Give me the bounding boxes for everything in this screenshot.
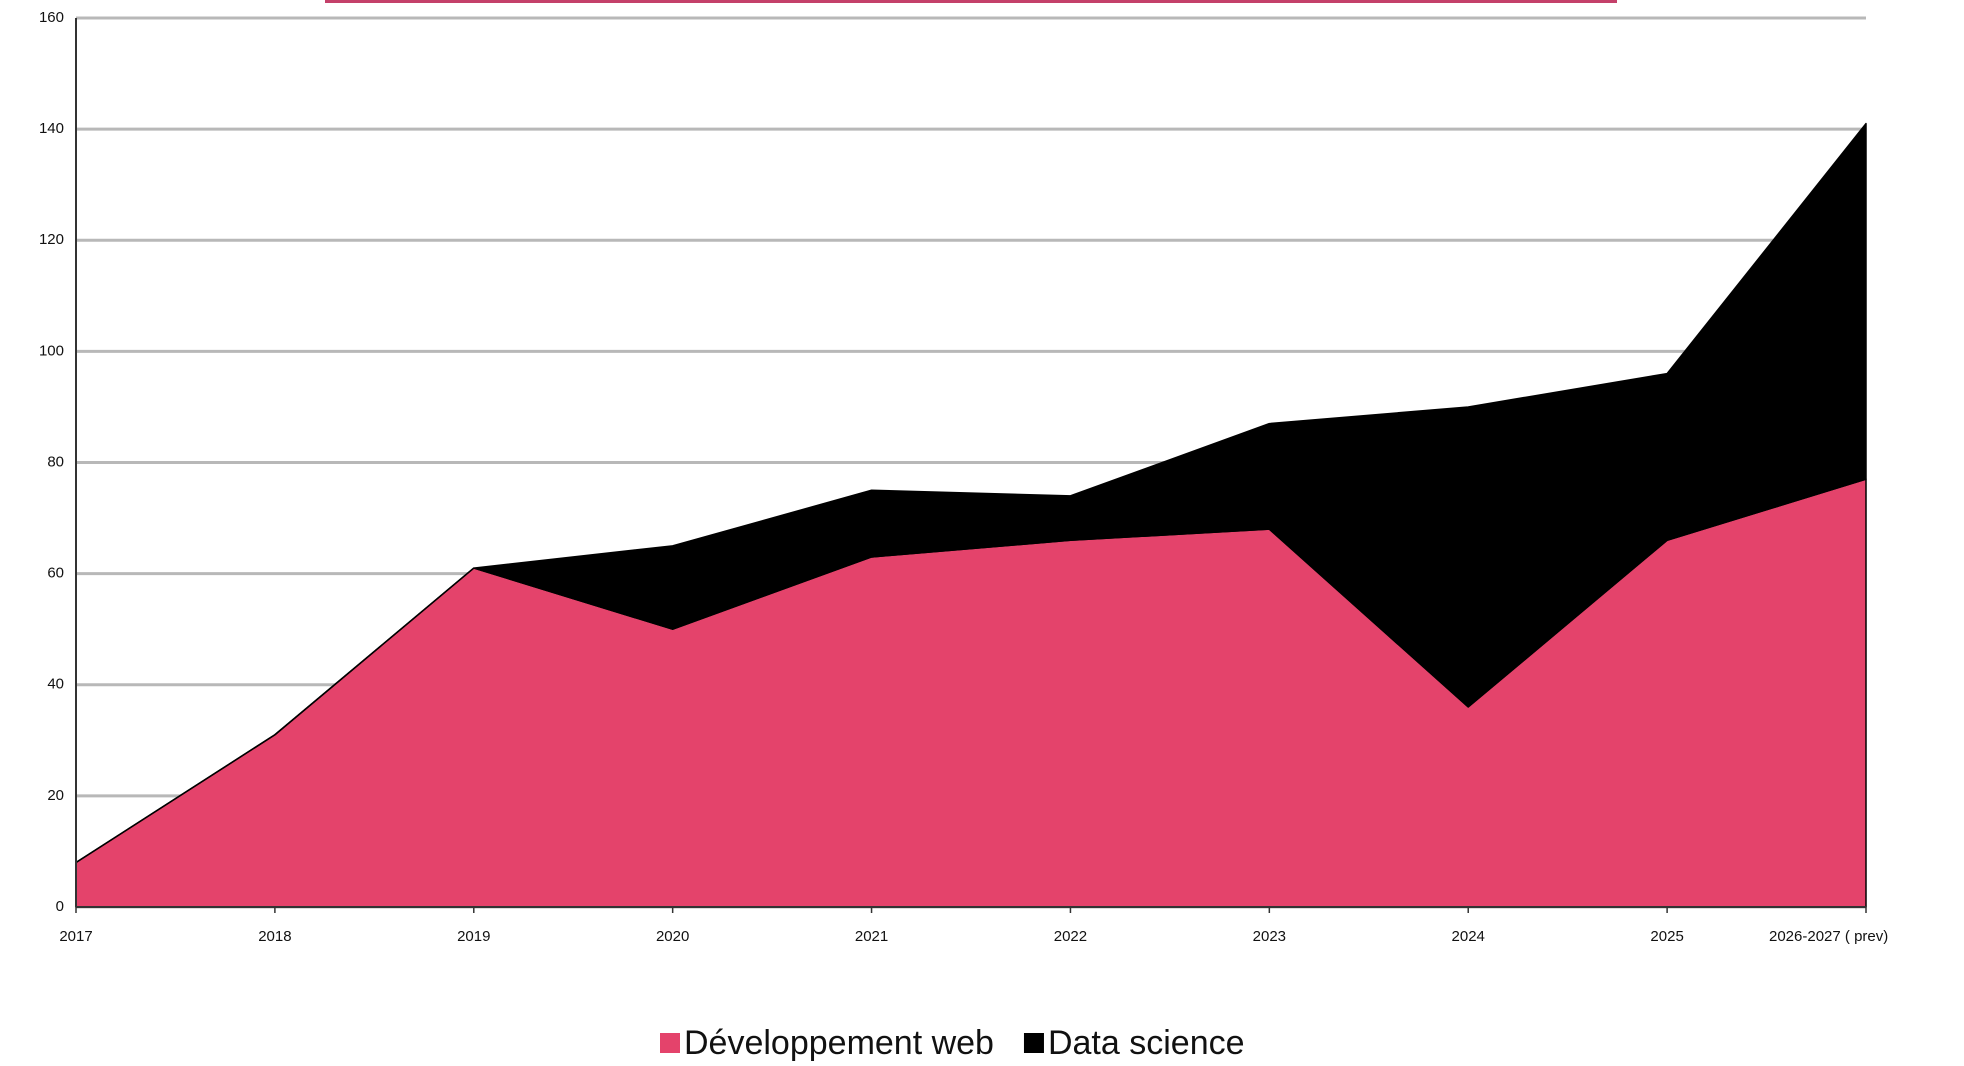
x-tick-label: 2021 <box>855 928 888 945</box>
y-tick-label: 0 <box>56 898 64 915</box>
x-tick-label: 2024 <box>1452 928 1485 945</box>
y-tick-label: 100 <box>39 342 64 359</box>
legend: Développement web Data science <box>660 1024 1245 1062</box>
y-tick-label: 80 <box>47 453 64 470</box>
legend-label: Développement web <box>684 1024 994 1062</box>
y-tick-label: 120 <box>39 231 64 248</box>
x-tick-label: 2025 <box>1650 928 1683 945</box>
y-tick-label: 40 <box>47 676 64 693</box>
title-underline <box>325 0 1617 3</box>
x-tick-label: 2020 <box>656 928 689 945</box>
legend-swatch <box>660 1033 680 1053</box>
y-tick-label: 60 <box>47 565 64 582</box>
x-tick-label: 2023 <box>1253 928 1286 945</box>
x-tick-label: 2026-2027 ( prev) <box>1769 928 1888 945</box>
y-tick-label: 20 <box>47 787 64 804</box>
x-tick-label: 2017 <box>59 928 92 945</box>
area <box>75 122 1867 864</box>
legend-swatch <box>1023 1033 1044 1053</box>
legend-label: Data science <box>1048 1024 1245 1062</box>
x-tick-label: 2019 <box>457 928 490 945</box>
x-tick-label: 2018 <box>258 928 291 945</box>
y-tick-label: 140 <box>39 120 64 137</box>
y-tick-label: 160 <box>39 9 64 26</box>
x-tick-label: 2022 <box>1054 928 1087 945</box>
